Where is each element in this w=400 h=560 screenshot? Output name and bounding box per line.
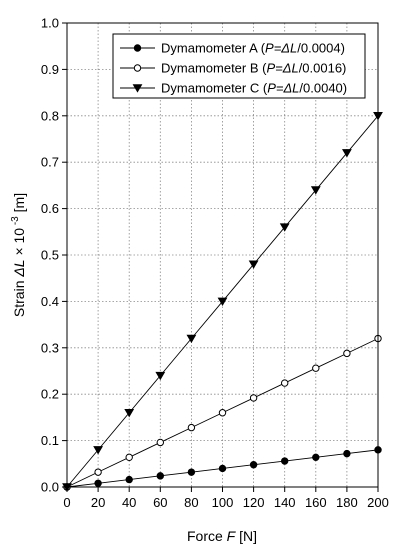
data-point — [124, 408, 135, 418]
data-point — [312, 364, 320, 372]
series-a — [63, 446, 382, 491]
y-tick-label: 0.1 — [41, 433, 59, 448]
y-tick-label: 0.8 — [41, 108, 59, 123]
x-tick-label: 200 — [367, 495, 389, 510]
series-c — [62, 112, 383, 492]
x-tick-label: 120 — [243, 495, 265, 510]
y-tick-label: 0.0 — [41, 480, 59, 495]
legend-marker — [132, 84, 143, 93]
data-point — [94, 479, 102, 487]
y-tick-label: 0.6 — [41, 201, 59, 216]
x-axis-label: Force F [N] — [187, 528, 257, 544]
data-point — [125, 453, 133, 462]
data-point — [279, 223, 290, 232]
x-axis-label-variable: F — [227, 528, 237, 544]
y-tick-label: 0.3 — [41, 340, 59, 355]
data-point — [310, 186, 321, 195]
data-point — [281, 457, 289, 465]
x-tick-label: 100 — [212, 495, 234, 510]
x-axis-label-prefix: Force — [187, 528, 227, 544]
series-b — [63, 334, 382, 491]
data-point — [218, 409, 227, 417]
legend-entry-a: Dymamometer A (P=ΔL/0.0004) — [120, 41, 345, 56]
legend-label: Dymamometer A (P=ΔL/0.0004) — [161, 41, 345, 56]
data-point — [343, 449, 351, 458]
data-point — [186, 334, 197, 344]
x-tick-label: 180 — [336, 495, 358, 510]
grid-lines — [67, 23, 378, 487]
data-point — [155, 371, 166, 381]
y-axis-label-multiplier: × 10 — [11, 228, 27, 260]
data-point — [187, 423, 196, 432]
legend-label: Dymamometer B (P=ΔL/0.0016) — [161, 61, 346, 76]
legend-box — [112, 33, 366, 99]
x-tick-label: 160 — [305, 495, 327, 510]
data-point — [187, 468, 196, 476]
y-axis-label-unit: [m] — [11, 193, 27, 216]
y-tick-label: 0.4 — [41, 294, 59, 309]
data-point — [93, 446, 103, 455]
data-point — [218, 464, 227, 473]
axis-ticks: 0 20 40 60 80 100 120 140 160 180 200 0.0 0.1 0.2 0.3 0… — [41, 16, 389, 511]
legend-marker — [133, 44, 142, 52]
legend: Dymamometer A (P=ΔL/0.0004) Dymamometer B… — [112, 33, 366, 99]
data-point — [217, 297, 228, 306]
y-axis-label-variable: ΔL — [11, 259, 27, 277]
data-point — [94, 468, 102, 476]
y-tick-label: 1.0 — [41, 16, 59, 31]
x-tick-label: 60 — [153, 495, 167, 510]
y-axis-label-prefix: Strain — [11, 277, 27, 317]
data-point — [281, 379, 289, 387]
y-axis-label: Strain ΔL × 10 -3 [m] — [10, 193, 27, 317]
legend-entry-b: Dymamometer B (P=ΔL/0.0016) — [120, 61, 346, 76]
x-axis-label-unit: [N] — [235, 528, 257, 544]
data-point — [312, 453, 320, 462]
x-tick-label: 140 — [274, 495, 296, 510]
data-point — [156, 472, 165, 480]
data-point — [248, 260, 259, 269]
legend-entry-c: Dymamometer C (P=ΔL/0.0040) — [120, 81, 347, 96]
y-tick-label: 0.2 — [41, 387, 59, 402]
data-point — [249, 394, 258, 402]
legend-marker — [133, 64, 142, 72]
data-point — [249, 461, 258, 469]
x-tick-label: 0 — [63, 495, 70, 510]
x-tick-label: 40 — [122, 495, 136, 510]
y-axis-label-exponent: -3 — [10, 216, 21, 228]
data-point — [125, 475, 133, 484]
y-tick-label: 0.5 — [41, 248, 59, 263]
x-tick-label: 80 — [184, 495, 198, 510]
legend-label: Dymamometer C (P=ΔL/0.0040) — [161, 81, 347, 96]
series-layer — [62, 112, 383, 492]
x-tick-label: 20 — [91, 495, 105, 510]
y-tick-label: 0.7 — [41, 155, 59, 170]
data-point — [342, 149, 352, 158]
data-point — [343, 349, 351, 358]
y-tick-label: 0.9 — [41, 62, 59, 77]
data-point — [156, 438, 165, 447]
